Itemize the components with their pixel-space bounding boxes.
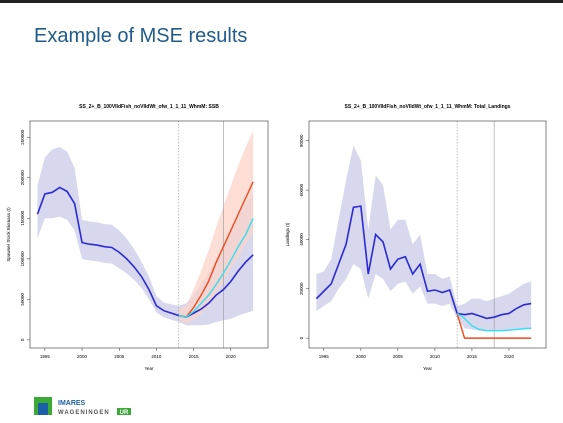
- logo-ur-box: [117, 408, 131, 415]
- y-tick-label: 200000: [20, 170, 25, 186]
- logo-inner: [38, 403, 48, 415]
- series-line: [36, 186, 254, 319]
- logo: IMARES WAGENINGEN UR: [34, 397, 131, 416]
- x-tick-label: 2010: [430, 354, 441, 359]
- confidence-band: [316, 145, 532, 332]
- y-axis-label: Landings (t): [285, 222, 290, 246]
- series-line: [456, 313, 532, 339]
- logo-name: IMARES: [58, 400, 86, 407]
- series-line: [178, 181, 254, 318]
- y-tick-label: 0: [20, 338, 25, 341]
- logo-org: WAGENINGEN: [58, 410, 110, 416]
- y-tick-label: 250000: [20, 129, 25, 145]
- series-line: [315, 205, 532, 320]
- y-tick-label: 40000: [299, 233, 304, 246]
- series-line: [178, 217, 254, 318]
- confidence-band: [178, 130, 254, 324]
- y-tick-label: 150000: [20, 210, 25, 226]
- x-tick-label: 2005: [114, 354, 125, 359]
- y-axis-label: Spawner Stock Biomass (t): [6, 207, 11, 262]
- y-tick-label: 20000: [299, 282, 304, 295]
- x-tick-label: 2020: [504, 354, 515, 359]
- slide-title: Example of MSE results: [34, 25, 248, 47]
- x-tick-label: 2000: [77, 354, 88, 359]
- y-tick-label: 0: [299, 336, 304, 339]
- y-tick-label: 100000: [20, 251, 25, 267]
- chart-title: SS_2+_B_100VIIdFish_noVIIdWt_ofw_1_1_11_…: [345, 104, 511, 110]
- charts: SS_2+_B_100VIIdFish_noVIIdWt_ofw_1_1_11_…: [6, 104, 547, 371]
- x-axis-label: Year: [423, 366, 433, 371]
- x-tick-label: 2015: [467, 354, 478, 359]
- series-line: [456, 312, 532, 332]
- x-tick-label: 1995: [319, 354, 330, 359]
- x-tick-label: 1995: [40, 354, 51, 359]
- chart-title: SS_2+_B_100VIIdFish_noVIIdWt_ofw_1_1_11_…: [79, 104, 219, 110]
- x-axis-label: Year: [144, 366, 154, 371]
- x-tick-label: 2010: [151, 354, 162, 359]
- y-tick-label: 60000: [299, 183, 304, 196]
- y-tick-label: 80000: [299, 134, 304, 147]
- plot-frame: [308, 120, 547, 349]
- x-tick-label: 2005: [393, 354, 404, 359]
- x-tick-label: 2015: [189, 354, 200, 359]
- y-tick-label: 50000: [20, 293, 25, 306]
- plot-frame: [29, 120, 269, 349]
- x-tick-label: 2020: [226, 354, 237, 359]
- x-tick-label: 2000: [356, 354, 367, 359]
- logo-ur: UR: [120, 410, 129, 416]
